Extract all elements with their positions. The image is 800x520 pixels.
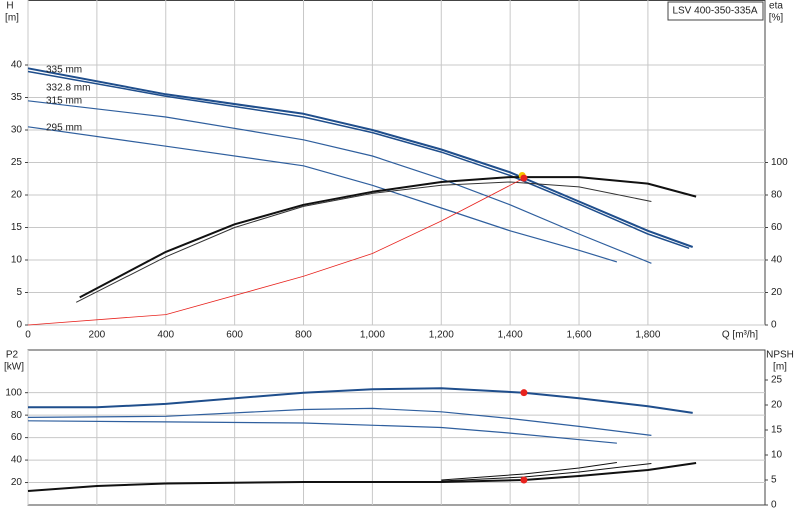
y-tick-label: 80 [11,410,23,421]
y2-tick-label: 60 [771,222,783,233]
y2-axis-label: [m] [773,362,787,373]
y2-tick-label: 40 [771,255,783,266]
duty-point [520,174,528,182]
head-curve [27,67,694,248]
y2-tick-label: 5 [771,475,777,486]
y2-tick-label: 10 [771,450,783,461]
x-tick-label: 1,600 [567,330,592,341]
x-tick-label: 1,400 [498,330,523,341]
y-tick-label: 25 [11,157,23,168]
y2-tick-label: 0 [771,320,777,331]
p2-curve [28,387,693,414]
y2-axis-label: [%] [769,13,784,24]
y2-tick-label: 15 [771,425,783,436]
y2-tick-label: 25 [771,375,783,386]
y-tick-label: 20 [11,190,23,201]
p2-curve [27,407,652,436]
curve-label: 332.8 mm [46,83,90,94]
x-tick-label: 400 [157,330,174,341]
y2-tick-label: 80 [771,190,783,201]
y2-tick-label: 20 [771,287,783,298]
curve-label: 315 mm [46,96,82,107]
x-tick-label: 600 [226,330,243,341]
x-tick-label: 1,800 [635,330,660,341]
y-tick-label: 40 [11,60,23,71]
p2-curve [27,420,617,444]
head-curve [27,126,618,263]
x-tick-label: 0 [25,330,31,341]
p2-point [520,389,528,397]
model-box [667,1,764,21]
x-tick-label: 1,000 [360,330,385,341]
y-tick-label: 20 [11,477,23,488]
y-tick-label: 0 [16,320,22,331]
npsh-curve [441,463,652,482]
y-axis-label: [kW] [4,362,24,373]
npsh-point [520,476,528,484]
x-axis-label: Q [m³/h] [722,330,758,341]
y-tick-label: 40 [11,455,23,466]
y-tick-label: 15 [11,222,23,233]
y-axis-label: P2 [6,350,19,361]
npsh-curve [27,462,697,492]
y-axis-label: [m] [5,13,19,24]
y-axis-label: H [6,1,13,12]
x-tick-label: 200 [89,330,106,341]
y2-tick-label: 0 [771,500,777,511]
x-tick-label: 800 [295,330,312,341]
head-curve [27,100,652,264]
y-tick-label: 30 [11,125,23,136]
eta-curve [75,181,652,303]
system-curve [27,177,525,326]
y2-axis-label: eta [769,1,783,12]
curve-label: 335 mm [46,65,82,76]
y-tick-label: 100 [5,387,22,398]
y-tick-label: 60 [11,432,23,443]
y2-tick-label: 100 [771,157,788,168]
y2-tick-label: 20 [771,400,783,411]
x-tick-label: 1,200 [429,330,454,341]
y-tick-label: 35 [11,92,23,103]
npsh-curve [441,462,617,481]
y-tick-label: 5 [16,287,22,298]
y-tick-label: 10 [11,255,23,266]
curve-label: 295 mm [46,123,82,134]
model-label: LSV 400-350-335A [672,6,757,17]
y2-axis-label: NPSH [766,350,794,361]
eta-curve [79,176,697,299]
head-curve [27,70,690,250]
